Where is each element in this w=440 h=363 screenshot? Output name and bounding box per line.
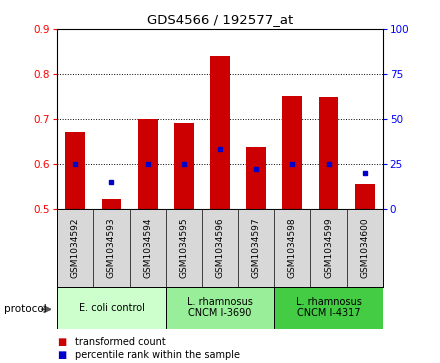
Text: L. rhamnosus
CNCM I-3690: L. rhamnosus CNCM I-3690 (187, 297, 253, 318)
Text: GSM1034595: GSM1034595 (180, 217, 188, 278)
Bar (66, 132, 85, 209)
Text: GSM1034596: GSM1034596 (216, 217, 224, 278)
Text: ■: ■ (57, 350, 66, 360)
Bar (246, 147, 266, 209)
Text: GDS4566 / 192577_at: GDS4566 / 192577_at (147, 13, 293, 26)
Bar (57, 287, 166, 329)
Text: GSM1034598: GSM1034598 (288, 217, 297, 278)
Text: L. rhamnosus
CNCM I-4317: L. rhamnosus CNCM I-4317 (296, 297, 362, 318)
Bar (319, 97, 338, 209)
Bar (138, 119, 158, 209)
Text: ■: ■ (57, 337, 66, 347)
Bar (166, 287, 274, 329)
Bar (355, 184, 375, 209)
Text: transformed count: transformed count (75, 337, 165, 347)
Bar (174, 123, 194, 209)
Text: GSM1034593: GSM1034593 (107, 217, 116, 278)
Bar (274, 287, 383, 329)
Text: GSM1034599: GSM1034599 (324, 217, 333, 278)
Bar (210, 56, 230, 209)
Bar (102, 199, 121, 209)
Text: GSM1034600: GSM1034600 (360, 217, 369, 278)
Text: GSM1034592: GSM1034592 (71, 217, 80, 278)
Text: GSM1034597: GSM1034597 (252, 217, 260, 278)
Text: GSM1034594: GSM1034594 (143, 217, 152, 278)
Text: E. coli control: E. coli control (78, 303, 144, 313)
Text: percentile rank within the sample: percentile rank within the sample (75, 350, 240, 360)
Text: protocol: protocol (4, 304, 47, 314)
Bar (282, 97, 302, 209)
